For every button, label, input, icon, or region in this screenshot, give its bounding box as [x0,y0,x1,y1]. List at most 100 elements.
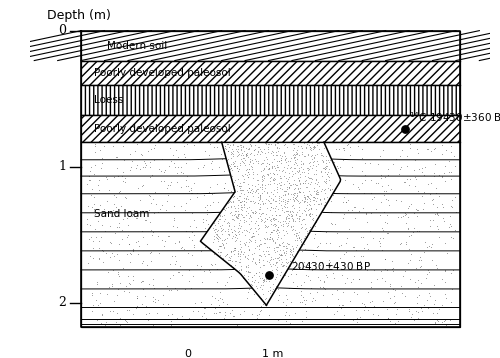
Point [297,292,305,298]
Point [362,212,370,217]
Point [301,196,309,202]
Point [218,231,226,236]
Point [202,316,210,321]
Point [244,174,252,180]
Point [240,202,248,207]
Point [206,269,214,275]
Point [298,248,306,253]
Point [276,159,283,164]
Point [236,231,244,237]
Point [90,302,98,308]
Point [295,165,303,171]
Point [286,165,294,170]
Point [188,229,196,235]
Point [240,308,248,314]
Point [146,251,154,256]
Point [294,198,302,204]
Point [308,165,316,171]
Point [155,166,163,172]
Point [284,241,292,247]
Point [102,251,110,256]
Point [257,211,265,217]
Point [167,287,175,293]
Point [197,248,205,254]
Point [232,189,239,195]
Point [298,224,306,230]
Point [259,265,267,271]
Point [306,213,314,219]
Point [325,174,333,180]
Point [166,261,174,267]
Point [428,217,436,222]
Point [236,259,244,265]
Point [244,196,252,202]
Point [236,242,244,248]
Point [222,144,230,149]
Point [289,248,297,254]
Point [246,156,254,162]
Point [266,257,274,263]
Point [280,181,288,187]
Point [172,147,180,153]
Point [90,171,98,177]
Point [288,153,296,159]
Point [320,179,328,184]
Point [236,311,244,317]
Point [368,311,376,317]
Point [260,257,268,263]
Point [448,176,456,182]
Point [282,176,290,182]
Point [260,301,268,306]
Point [275,229,283,234]
Point [142,217,150,223]
Point [298,294,306,300]
Point [308,222,316,228]
Point [294,163,302,168]
Point [322,241,330,246]
Point [224,232,232,238]
Point [106,210,114,216]
Point [284,241,292,247]
Point [360,234,368,240]
Point [294,143,302,149]
Point [246,281,254,287]
Point [273,186,281,192]
Point [201,148,209,154]
Point [448,286,456,292]
Point [138,183,146,189]
Point [288,247,296,253]
Point [323,274,331,279]
Point [306,160,314,166]
Point [295,234,303,240]
Point [200,163,207,168]
Point [216,249,224,255]
Point [230,313,238,319]
Point [316,170,324,175]
Point [209,226,217,231]
Point [265,312,273,318]
Point [292,237,300,243]
Point [394,304,402,310]
Point [244,169,252,175]
Point [323,194,331,200]
Point [274,224,282,229]
Point [270,171,278,176]
Point [292,211,300,217]
Point [391,287,399,293]
Point [414,207,422,213]
Point [446,224,454,230]
Point [435,306,443,311]
Point [88,238,96,244]
Point [312,188,320,194]
Point [119,144,127,149]
Point [430,301,438,307]
Point [185,304,193,310]
Point [264,145,272,150]
Point [110,201,118,207]
Point [102,174,110,180]
Point [227,209,235,214]
Point [160,169,168,175]
Point [315,183,323,188]
Point [383,212,391,218]
Point [227,151,235,156]
